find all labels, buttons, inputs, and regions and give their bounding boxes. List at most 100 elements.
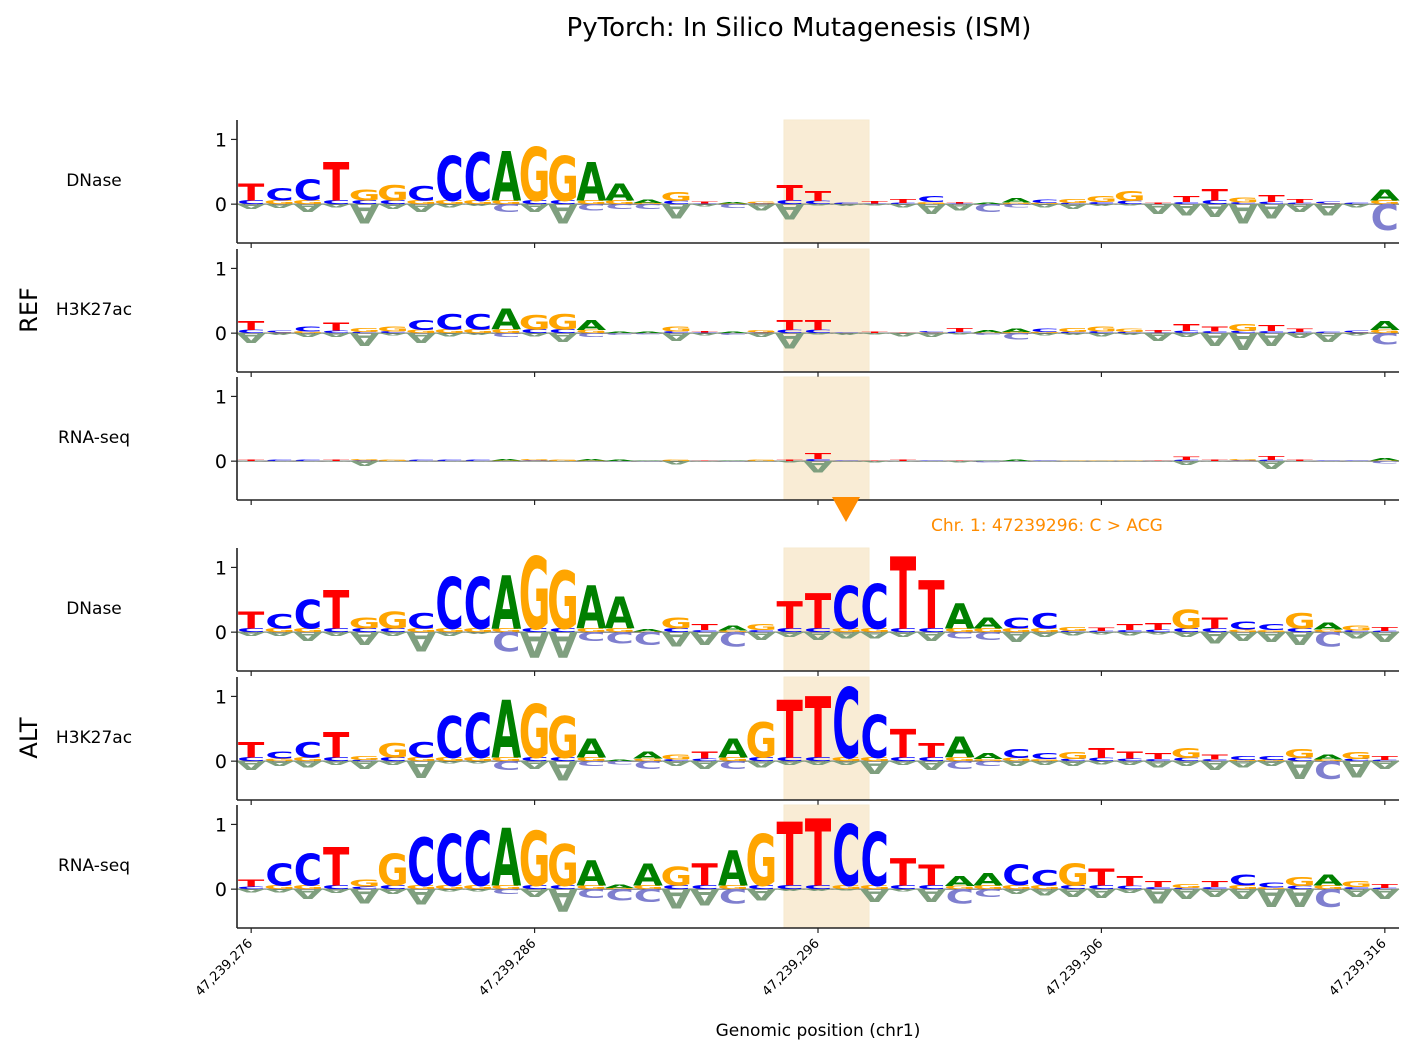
logo-letter-C: C bbox=[1059, 884, 1087, 890]
logo-letter-T: T bbox=[1258, 455, 1285, 461]
logo-letter-G: G bbox=[604, 627, 636, 633]
logo-letter-C: C bbox=[1286, 203, 1314, 205]
logo-letter-neg-A: A bbox=[463, 461, 493, 462]
logo-letter-C: C bbox=[1371, 888, 1399, 890]
logo-letter-T: T bbox=[777, 181, 804, 206]
logo-letter-neg-C: C bbox=[1371, 460, 1399, 464]
logo-letter-A: A bbox=[491, 561, 521, 646]
logo-letter-T: T bbox=[691, 750, 718, 762]
logo-letter-G: G bbox=[490, 627, 522, 633]
logo-letter-C: C bbox=[520, 756, 548, 762]
logo-letter-G: G bbox=[1312, 203, 1344, 204]
logo-letter-T: T bbox=[1202, 615, 1228, 632]
logo-letter-neg-A: A bbox=[236, 330, 267, 346]
logo-letter-G: G bbox=[405, 756, 437, 762]
logo-letter-T: T bbox=[238, 738, 265, 763]
logo-letter-G: G bbox=[972, 628, 1004, 634]
logo-letter-neg-A: A bbox=[1086, 461, 1116, 462]
logo-letter-neg-A: A bbox=[1030, 203, 1061, 208]
logo-letter-neg-A: A bbox=[378, 631, 409, 637]
logo-letter-C: C bbox=[294, 593, 322, 638]
logo-letter-G: G bbox=[462, 627, 494, 633]
logo-letter-neg-A: A bbox=[775, 461, 805, 463]
logo-letter-C: C bbox=[1172, 757, 1200, 762]
logo-letter-neg-C: C bbox=[605, 461, 633, 462]
logo-letter-G: G bbox=[1369, 330, 1401, 335]
x-axis-label: Genomic position (chr1) bbox=[716, 1021, 921, 1041]
logo-letter-neg-A: A bbox=[1058, 631, 1089, 636]
logo-letter-A: A bbox=[605, 180, 635, 206]
logo-letter-neg-A: A bbox=[520, 624, 550, 665]
logo-letter-neg-A: A bbox=[236, 758, 267, 773]
logo-letter-neg-C: C bbox=[577, 461, 605, 462]
logo-letter-A: A bbox=[973, 615, 1003, 632]
logo-letter-neg-A: A bbox=[860, 630, 890, 640]
logo-letter-neg-C: C bbox=[634, 759, 662, 771]
logo-letter-A: A bbox=[1313, 621, 1343, 633]
logo-letter-T: T bbox=[238, 319, 265, 333]
logo-letter-C: C bbox=[1172, 888, 1200, 890]
logo-letter-C: C bbox=[379, 331, 407, 334]
y-tick-label: 1 bbox=[215, 386, 227, 408]
logo-letter-neg-C: C bbox=[492, 626, 520, 657]
logo-letter-neg-A: A bbox=[1257, 328, 1288, 349]
logo-letter-G: G bbox=[1312, 759, 1344, 762]
logo-letter-G: G bbox=[1312, 629, 1344, 633]
logo-letter-neg-C: C bbox=[605, 760, 633, 765]
logo-letter-T: T bbox=[947, 460, 974, 461]
logo-letter-T: T bbox=[947, 202, 974, 204]
logo-letter-G: G bbox=[1057, 460, 1089, 461]
logo-letter-G: G bbox=[462, 756, 494, 762]
logo-letter-G: G bbox=[490, 756, 522, 762]
logo-letter-neg-A: A bbox=[321, 888, 352, 894]
logo-letter-G: G bbox=[1256, 760, 1288, 762]
logo-letter-neg-A: A bbox=[406, 330, 437, 346]
logo-letter-C: C bbox=[294, 845, 322, 896]
logo-letter-G: G bbox=[831, 884, 863, 890]
logo-letter-neg-A: A bbox=[293, 461, 323, 462]
logo-letter-T: T bbox=[805, 682, 831, 778]
logo-letter-G: G bbox=[434, 199, 466, 205]
logo-letter-A: A bbox=[1370, 187, 1400, 204]
logo-letter-neg-C: C bbox=[577, 629, 605, 644]
logo-letter-C: C bbox=[1257, 201, 1285, 205]
logo-letter-C: C bbox=[776, 884, 804, 890]
logo-letter-neg-A: A bbox=[803, 630, 833, 642]
logo-letter-neg-C: C bbox=[634, 627, 662, 648]
logo-letter-C: C bbox=[662, 759, 690, 762]
logo-letter-G: G bbox=[575, 199, 607, 205]
logo-letter-neg-A: A bbox=[1001, 629, 1032, 645]
logo-letter-C: C bbox=[1342, 460, 1370, 461]
logo-letter-A: A bbox=[718, 332, 748, 334]
logo-letter-T: T bbox=[805, 799, 831, 907]
logo-letter-A: A bbox=[633, 200, 664, 205]
logo-letter-G: G bbox=[972, 884, 1004, 890]
logo-letter-neg-A: A bbox=[265, 461, 295, 462]
logo-letter-C: C bbox=[379, 756, 407, 762]
variant-highlight bbox=[783, 676, 870, 801]
logo-letter-C: C bbox=[1116, 332, 1144, 334]
logo-letter-T: T bbox=[1258, 193, 1284, 204]
logo-letter-neg-A: A bbox=[1030, 332, 1061, 336]
logo-letter-G: G bbox=[490, 199, 522, 205]
logo-letter-T: T bbox=[691, 331, 718, 333]
logo-letter-C: C bbox=[889, 203, 917, 205]
logo-letter-G: G bbox=[434, 627, 466, 633]
logo-letter-G: G bbox=[660, 753, 692, 761]
variant-highlight bbox=[783, 376, 870, 501]
logo-letter-G: G bbox=[264, 199, 296, 205]
logo-letter-C: C bbox=[917, 627, 945, 633]
logo-letter-neg-A: A bbox=[1143, 461, 1173, 462]
logo-letter-T: T bbox=[805, 452, 831, 461]
logo-letter-G: G bbox=[831, 627, 863, 633]
logo-letter-T: T bbox=[323, 151, 350, 212]
logo-letter-C: C bbox=[832, 332, 860, 333]
logo-letter-neg-A: A bbox=[1115, 332, 1146, 335]
logo-letter-G: G bbox=[1227, 885, 1259, 891]
logo-letter-C: C bbox=[1002, 859, 1030, 892]
logo-letter-T: T bbox=[777, 594, 803, 637]
logo-letter-neg-A: A bbox=[1001, 887, 1032, 895]
logo-letter-neg-A: A bbox=[1342, 887, 1372, 899]
logo-letter-neg-A: A bbox=[888, 630, 919, 638]
logo-letter-G: G bbox=[859, 627, 891, 633]
